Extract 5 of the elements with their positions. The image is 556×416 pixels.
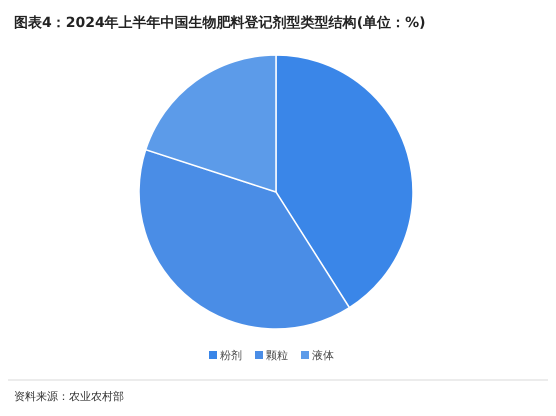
chart-title: 图表4：2024年上半年中国生物肥料登记剂型类型结构(单位：%) bbox=[14, 14, 426, 31]
legend-label: 粉剂 bbox=[220, 349, 242, 362]
legend-label: 颗粒 bbox=[266, 349, 288, 362]
text: 资料来源：农业农村部 bbox=[14, 390, 124, 403]
legend-label: 液体 bbox=[312, 349, 334, 362]
